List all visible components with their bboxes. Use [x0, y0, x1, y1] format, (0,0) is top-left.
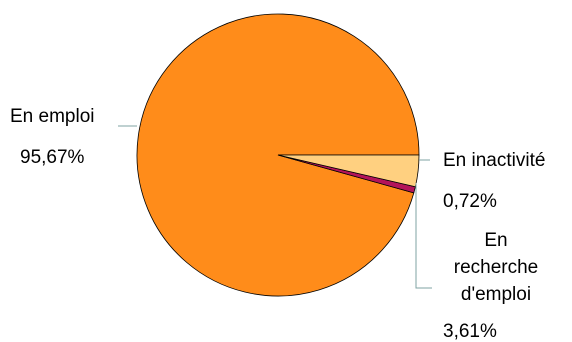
slice-label-en-recherche-line-3: d'emploi: [461, 284, 531, 305]
slice-label-en-recherche-line-2: recherche: [454, 257, 539, 278]
slice-value-en-recherche: 3,61%: [443, 321, 497, 342]
pie-slices: [136, 13, 420, 297]
pie-slice-en-recherche: [277, 154, 420, 188]
slice-label-en-inactivite: En inactivité: [443, 150, 545, 171]
leader-line-en-recherche: [415, 183, 432, 289]
slice-label-en-emploi: En emploi: [10, 106, 95, 127]
slice-value-en-inactivite: 0,72%: [443, 191, 497, 212]
slice-label-en-recherche-line-1: En: [484, 230, 507, 251]
slice-value-en-emploi: 95,67%: [20, 147, 85, 168]
